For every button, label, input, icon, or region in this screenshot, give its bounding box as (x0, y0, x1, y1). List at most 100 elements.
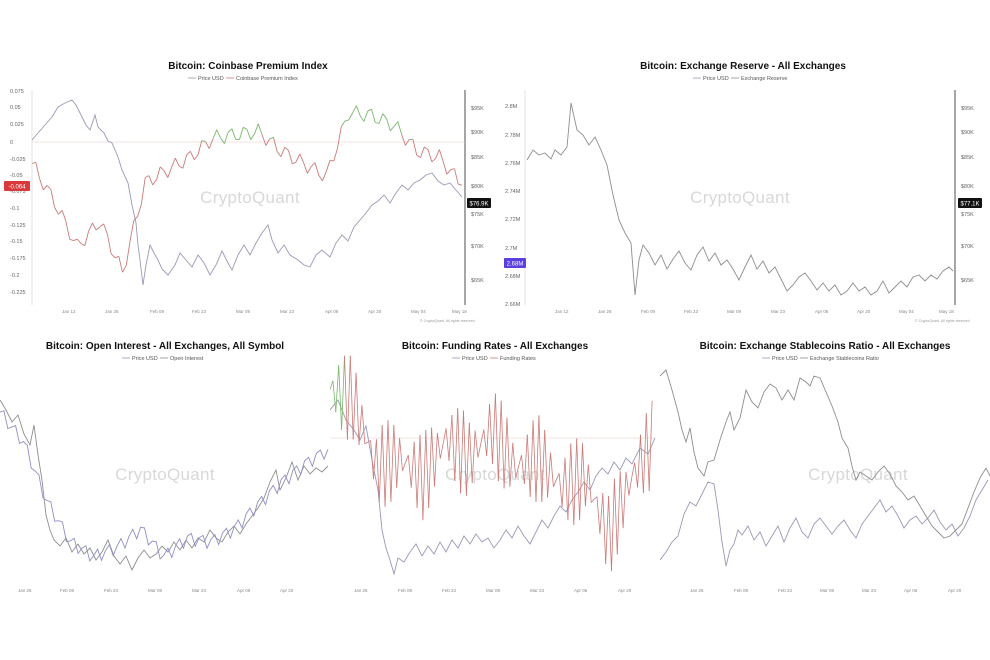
premium-segment (450, 168, 455, 171)
x-tick: Feb 23 (442, 588, 457, 593)
premium-segment (54, 207, 59, 215)
funding-segment (625, 471, 630, 496)
funding-segment (434, 433, 438, 487)
x-tick: Apr 20 (280, 588, 294, 593)
funding-segment (500, 400, 505, 489)
x-tick: Jan 12 (62, 309, 76, 314)
premium-segment (375, 121, 380, 124)
funding-segment (593, 496, 598, 500)
premium-segment (148, 175, 154, 186)
premium-segment (329, 159, 334, 162)
funding-segment (619, 471, 624, 529)
x-tick: Mar 09 (820, 588, 835, 593)
funding-segment (407, 455, 412, 488)
premium-segment (265, 138, 270, 146)
funding-segment (428, 427, 432, 508)
x-tick: Apr 20 (618, 588, 632, 593)
premium-segment (257, 123, 263, 136)
left-tick: 0.05 (10, 105, 21, 111)
funding-segment (526, 434, 531, 497)
premium-segment (88, 222, 93, 232)
left-tick: 0.025 (10, 122, 24, 128)
stablecoins-line (660, 369, 990, 539)
premium-segment (344, 119, 349, 122)
premium-segment (337, 126, 342, 149)
premium-segment (137, 203, 142, 217)
chart-coinbase-premium: Bitcoin: Coinbase Premium Index Price US… (4, 61, 491, 323)
left-tick: -0.075 (10, 189, 26, 195)
premium-segment (61, 210, 67, 222)
funding-segment (515, 466, 519, 479)
premium-segment (39, 178, 44, 191)
svg-text:2.68M: 2.68M (507, 261, 524, 267)
funding-segment (445, 428, 450, 461)
x-tick: Mar 23 (771, 309, 786, 314)
x-tick: Feb 23 (778, 588, 793, 593)
premium-segment (431, 158, 436, 163)
funding-segment (590, 498, 595, 503)
premium-segment (242, 126, 248, 130)
funding-segment (544, 429, 548, 498)
premium-segment (458, 183, 463, 186)
funding-segment (431, 427, 435, 487)
premium-segment (405, 139, 410, 146)
legend-metric: Exchange Stablecoins Ratio (810, 356, 879, 362)
x-tick: Apr 06 (815, 309, 829, 314)
premium-segment (197, 140, 203, 156)
premium-segment (378, 113, 384, 124)
premium-segment (186, 150, 191, 156)
funding-segment (553, 479, 557, 487)
funding-segment (558, 473, 563, 508)
premium-segment (359, 115, 365, 122)
funding-segment (402, 462, 406, 471)
left-tick: 2.74M (505, 189, 521, 195)
watermark: CryptoQuant (690, 188, 790, 207)
legend-price: Price USD (772, 356, 798, 362)
left-tick: 2.78M (505, 133, 521, 139)
svg-text:$77.1K: $77.1K (960, 201, 979, 207)
right-tick: $70K (471, 244, 484, 250)
watermark: CryptoQuant (200, 188, 300, 207)
premium-segment (201, 140, 206, 143)
premium-segment (303, 162, 308, 174)
funding-segment (599, 493, 604, 534)
funding-segment (495, 393, 499, 482)
premium-segment (321, 171, 327, 182)
premium-segment (454, 168, 459, 185)
left-tick: -0.175 (10, 256, 26, 262)
premium-segment (76, 238, 82, 244)
premium-segment (182, 154, 188, 169)
x-tick: Feb 23 (104, 588, 119, 593)
funding-segment (550, 452, 554, 487)
funding-segment (460, 410, 464, 494)
premium-segment (382, 113, 387, 119)
x-tick: Apr 20 (857, 309, 871, 314)
x-tick: Mar 09 (236, 309, 251, 314)
x-axis-ticks: Jan 12 Jan 26 Feb 09 Feb 23 Mar 09 Mar 2… (62, 309, 467, 314)
x-tick: Mar 23 (192, 588, 207, 593)
funding-segment (640, 434, 644, 494)
right-tick: $85K (961, 155, 974, 161)
funding-segment (532, 420, 537, 502)
funding-segment (602, 493, 607, 564)
funding-segment (439, 443, 444, 459)
premium-segment (58, 210, 63, 215)
premium-segment (65, 221, 71, 240)
funding-segment (422, 429, 427, 521)
x-tick: Mar 09 (727, 309, 742, 314)
left-tick: -0.2 (10, 273, 19, 279)
premium-segment (46, 185, 52, 190)
legend-metric: Exchange Reserve (741, 76, 787, 82)
premium-segment (118, 256, 123, 273)
funding-segment (489, 404, 493, 465)
premium-segment (193, 154, 199, 160)
funding-segment (582, 443, 586, 507)
premium-segment (397, 121, 403, 135)
plot-series (660, 369, 990, 567)
premium-segment (144, 175, 150, 178)
x-tick: Feb 09 (150, 309, 165, 314)
premium-segment (163, 170, 169, 178)
funding-segment (596, 496, 601, 534)
x-tick: May 18 (452, 309, 467, 314)
x-tick: Apr 20 (948, 588, 962, 593)
